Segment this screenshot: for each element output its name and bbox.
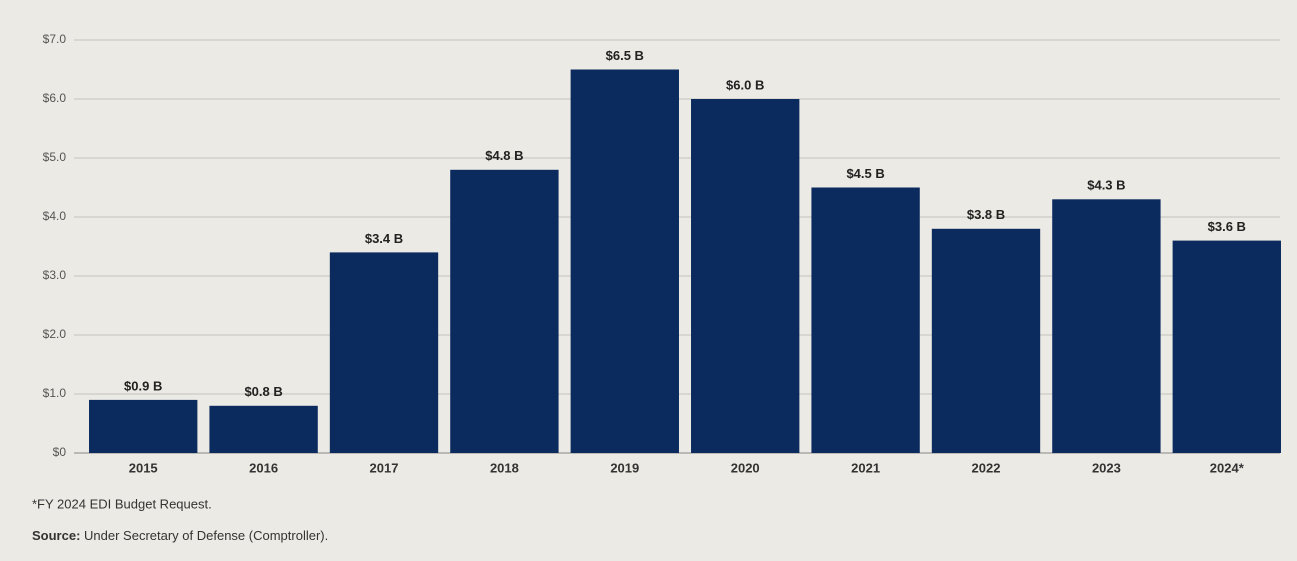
bar [1172,240,1281,453]
value-label: $4.5 B [846,166,884,181]
value-label: $4.8 B [485,148,523,163]
bar [209,405,318,453]
x-tick-label: 2020 [731,460,760,475]
bar [450,169,559,454]
value-label: $0.8 B [244,384,282,399]
bar [570,69,679,453]
y-tick-label: $5.0 [43,150,67,164]
bar [691,99,800,453]
bar [811,187,920,453]
y-tick-label: $6.0 [43,91,67,105]
value-label: $3.6 B [1208,219,1246,234]
y-tick-label: $0 [53,445,67,459]
value-label: $6.0 B [726,77,764,92]
x-tick-label: 2022 [972,460,1001,475]
y-tick-label: $1.0 [43,386,67,400]
x-tick-label: 2018 [490,460,519,475]
x-tick-label: 2021 [851,460,880,475]
value-label: $6.5 B [606,48,644,63]
source-text: Under Secretary of Defense (Comptroller)… [84,528,328,543]
x-tick-label: 2015 [129,460,158,475]
source: Source: Under Secretary of Defense (Comp… [32,528,328,543]
value-label: $3.8 B [967,207,1005,222]
bar [329,252,439,453]
bar [931,228,1041,453]
value-label: $4.3 B [1087,178,1125,193]
x-tick-label: 2016 [249,460,278,475]
x-tick-label: 2023 [1092,460,1121,475]
value-label: $0.9 B [124,378,162,393]
source-label: Source: [32,528,80,543]
bar [89,399,198,453]
x-tick-label: 2019 [610,460,639,475]
bar [1052,199,1161,453]
y-tick-label: $3.0 [43,268,67,282]
y-tick-label: $2.0 [43,327,67,341]
y-tick-label: $7.0 [43,32,67,46]
x-tick-label: 2024* [1210,460,1245,475]
y-tick-label: $4.0 [43,209,67,223]
footnote: *FY 2024 EDI Budget Request. [32,496,212,511]
value-label: $3.4 B [365,231,403,246]
x-tick-label: 2017 [370,460,399,475]
